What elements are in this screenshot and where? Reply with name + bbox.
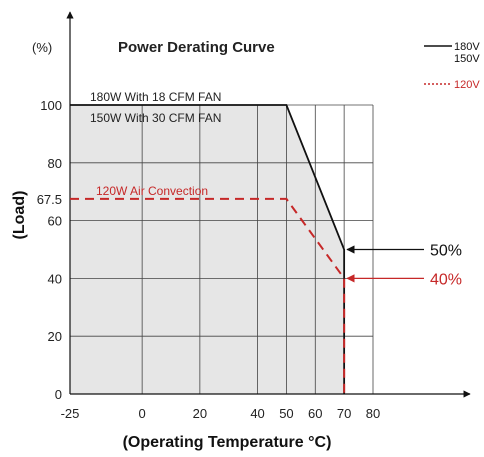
legend-label-150v: 150V xyxy=(454,53,480,65)
y-tick-label: 20 xyxy=(48,329,62,344)
curve-120w xyxy=(70,197,346,394)
x-tick-label: 50 xyxy=(279,406,293,421)
y-tick-label: 67.5 xyxy=(37,192,62,207)
y-tick-label: 40 xyxy=(48,271,62,286)
y-tick-label: 100 xyxy=(40,98,62,113)
curve-180w-150w xyxy=(70,104,346,394)
legend-label-120v: 120V xyxy=(454,79,480,91)
x-tick-label: 0 xyxy=(139,406,146,421)
chart-title: Power Derating Curve xyxy=(118,39,275,56)
x-tick-label: -25 xyxy=(61,406,80,421)
legend-label-180v: 180V xyxy=(454,41,480,53)
x-tick-label: 40 xyxy=(250,406,264,421)
y-tick-label: 80 xyxy=(48,156,62,171)
x-axis-label: (Operating Temperature °C) xyxy=(123,434,332,451)
x-tick-label: 20 xyxy=(193,406,207,421)
x-tick-label: 60 xyxy=(308,406,322,421)
y-tick-label: 60 xyxy=(48,214,62,229)
callout-40-percent: 40% xyxy=(430,271,462,288)
y-axis-label: (Load) xyxy=(11,191,28,240)
x-tick-label: 70 xyxy=(337,406,351,421)
callout-50-percent: 50% xyxy=(430,243,462,260)
y-unit-label: (%) xyxy=(32,40,52,55)
annotation-180w-fan: 180W With 18 CFM FAN xyxy=(90,90,221,104)
x-tick-label: 80 xyxy=(366,406,380,421)
operating-region-shade xyxy=(70,105,345,394)
annotation-150w-fan: 150W With 30 CFM FAN xyxy=(90,111,221,125)
annotation-120w-convection: 120W Air Convection xyxy=(96,184,208,198)
y-tick-label: 0 xyxy=(55,387,62,402)
